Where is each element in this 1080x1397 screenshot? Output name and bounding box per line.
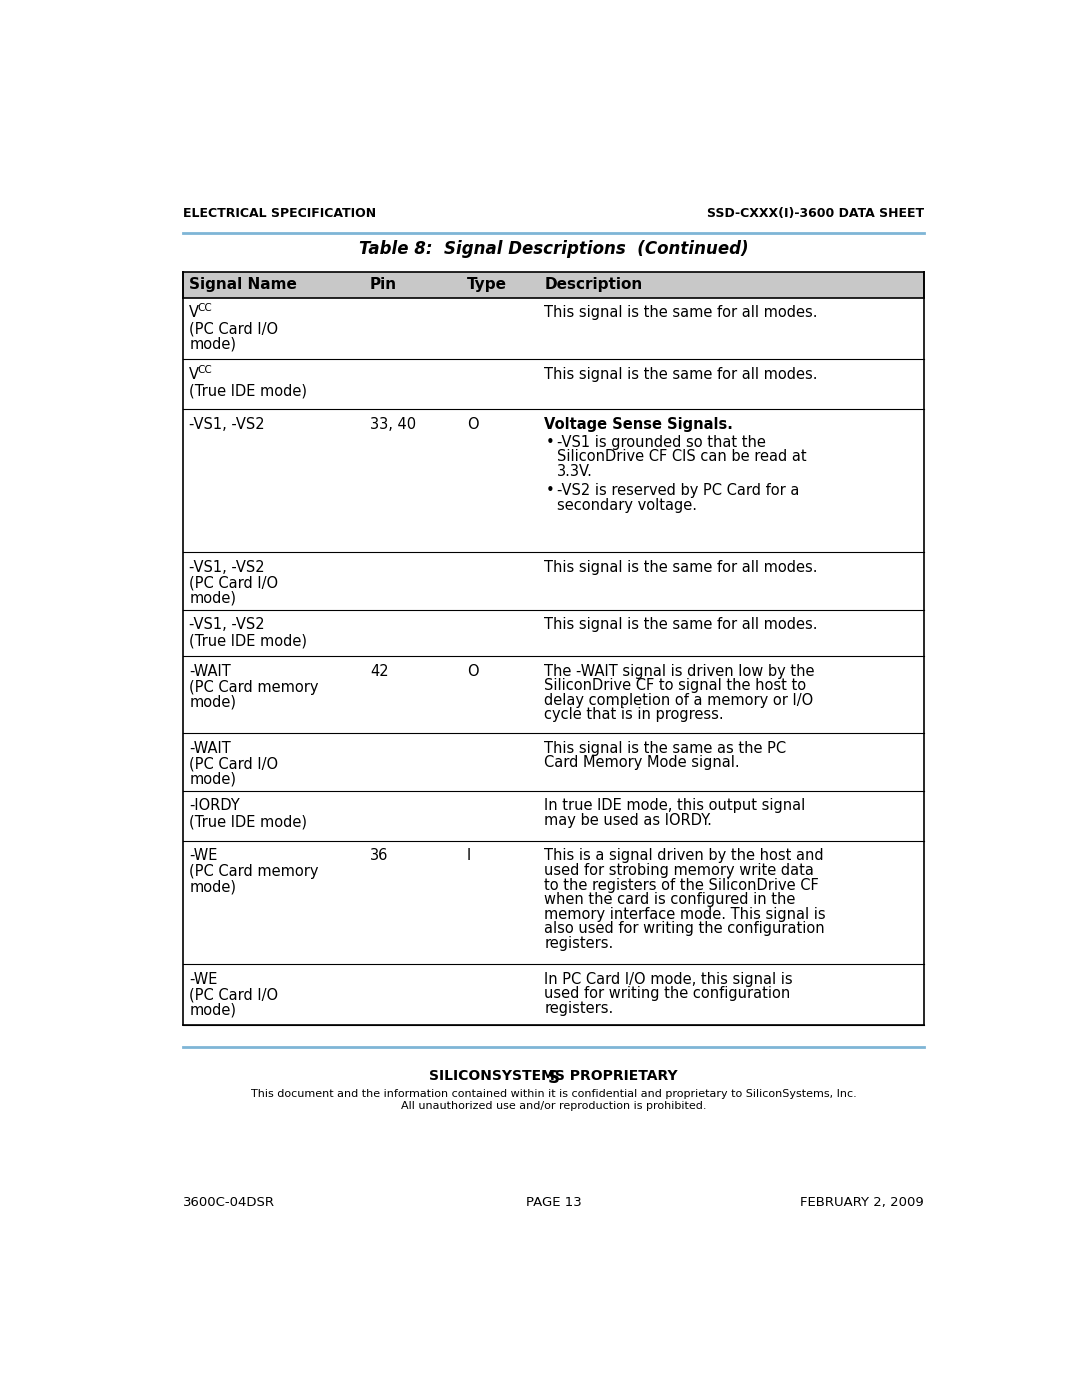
Text: mode): mode) [189, 1002, 237, 1017]
Text: FEBRUARY 2, 2009: FEBRUARY 2, 2009 [800, 1196, 924, 1210]
Text: In true IDE mode, this output signal: In true IDE mode, this output signal [544, 798, 806, 813]
Text: Description: Description [544, 277, 643, 292]
Text: -VS1, -VS2: -VS1, -VS2 [189, 617, 265, 633]
Text: delay completion of a memory or I/O: delay completion of a memory or I/O [544, 693, 813, 708]
Text: CC: CC [197, 303, 212, 313]
Text: to the registers of the SiliconDrive CF: to the registers of the SiliconDrive CF [544, 877, 819, 893]
Text: memory interface mode. This signal is: memory interface mode. This signal is [544, 907, 826, 922]
Text: 3600C-04DSR: 3600C-04DSR [183, 1196, 275, 1210]
Text: ELECTRICAL SPECIFICATION: ELECTRICAL SPECIFICATION [183, 207, 376, 219]
Text: •: • [545, 434, 554, 450]
Text: (PC Card I/O: (PC Card I/O [189, 321, 279, 337]
Text: 42: 42 [369, 664, 389, 679]
Text: This signal is the same for all modes.: This signal is the same for all modes. [544, 367, 818, 381]
Text: (True IDE mode): (True IDE mode) [189, 383, 307, 398]
Text: Card Memory Mode signal.: Card Memory Mode signal. [544, 756, 740, 770]
Text: This signal is the same for all modes.: This signal is the same for all modes. [544, 306, 818, 320]
Text: mode): mode) [189, 879, 237, 894]
Text: This document and the information contained within it is confidential and propri: This document and the information contai… [251, 1088, 856, 1098]
Text: This signal is the same for all modes.: This signal is the same for all modes. [544, 560, 818, 574]
Text: SiliconDrive CF to signal the host to: SiliconDrive CF to signal the host to [544, 678, 807, 693]
Text: may be used as IORDY.: may be used as IORDY. [544, 813, 712, 828]
Text: when the card is configured in the: when the card is configured in the [544, 893, 796, 907]
Text: V: V [189, 367, 199, 381]
Text: SILICONSYSTEMS PROPRIETARY: SILICONSYSTEMS PROPRIETARY [429, 1069, 678, 1083]
Text: -WE: -WE [189, 848, 218, 863]
Text: mode): mode) [189, 771, 237, 787]
Text: All unauthorized use and/or reproduction is prohibited.: All unauthorized use and/or reproduction… [401, 1101, 706, 1111]
Text: 33, 40: 33, 40 [369, 418, 416, 432]
Text: V: V [189, 306, 199, 320]
Text: (PC Card I/O: (PC Card I/O [189, 988, 279, 1003]
Text: (PC Card memory: (PC Card memory [189, 865, 319, 880]
Text: This signal is the same as the PC: This signal is the same as the PC [544, 740, 786, 756]
Text: Signal Name: Signal Name [189, 277, 297, 292]
Text: used for strobing memory write data: used for strobing memory write data [544, 863, 814, 877]
Text: cycle that is in progress.: cycle that is in progress. [544, 707, 724, 722]
Bar [183, 271, 924, 298]
Text: Voltage Sense Signals.: Voltage Sense Signals. [544, 418, 733, 432]
Text: also used for writing the configuration: also used for writing the configuration [544, 922, 825, 936]
Text: Type: Type [467, 277, 507, 292]
Text: CC: CC [197, 365, 212, 374]
Text: -IORDY: -IORDY [189, 798, 240, 813]
Text: (PC Card I/O: (PC Card I/O [189, 757, 279, 771]
Text: mode): mode) [189, 591, 237, 605]
Text: SSD-CXXX(I)-3600 DATA SHEET: SSD-CXXX(I)-3600 DATA SHEET [706, 207, 924, 219]
Text: PAGE 13: PAGE 13 [526, 1196, 581, 1210]
Text: (True IDE mode): (True IDE mode) [189, 814, 307, 830]
Text: The -WAIT signal is driven low by the: The -WAIT signal is driven low by the [544, 664, 814, 679]
Text: O: O [467, 418, 478, 432]
Text: 36: 36 [369, 848, 388, 863]
Text: mode): mode) [189, 337, 237, 351]
Text: This signal is the same for all modes.: This signal is the same for all modes. [544, 617, 818, 633]
Text: This is a signal driven by the host and: This is a signal driven by the host and [544, 848, 824, 863]
Text: -WAIT: -WAIT [189, 740, 231, 756]
Text: (PC Card I/O: (PC Card I/O [189, 576, 279, 591]
Text: -WAIT: -WAIT [189, 664, 231, 679]
Text: -VS1, -VS2: -VS1, -VS2 [189, 560, 265, 574]
Text: -VS1 is grounded so that the: -VS1 is grounded so that the [556, 434, 766, 450]
Text: (True IDE mode): (True IDE mode) [189, 633, 307, 648]
Text: In PC Card I/O mode, this signal is: In PC Card I/O mode, this signal is [544, 971, 793, 986]
Text: •: • [545, 483, 554, 499]
Text: (PC Card memory: (PC Card memory [189, 680, 319, 694]
Text: Table 8:  Signal Descriptions  (Continued): Table 8: Signal Descriptions (Continued) [359, 240, 748, 258]
Text: I: I [467, 848, 471, 863]
Text: -VS2 is reserved by PC Card for a: -VS2 is reserved by PC Card for a [556, 483, 799, 499]
Text: S: S [548, 1069, 559, 1087]
Text: registers.: registers. [544, 936, 613, 951]
Text: -WE: -WE [189, 971, 218, 986]
Text: 3.3V.: 3.3V. [556, 464, 593, 479]
Text: Pin: Pin [369, 277, 397, 292]
Text: registers.: registers. [544, 1000, 613, 1016]
Text: -VS1, -VS2: -VS1, -VS2 [189, 418, 265, 432]
Text: O: O [467, 664, 478, 679]
Text: secondary voltage.: secondary voltage. [556, 497, 697, 513]
Text: mode): mode) [189, 694, 237, 710]
Text: used for writing the configuration: used for writing the configuration [544, 986, 791, 1002]
Text: SiliconDrive CF CIS can be read at: SiliconDrive CF CIS can be read at [556, 450, 807, 464]
